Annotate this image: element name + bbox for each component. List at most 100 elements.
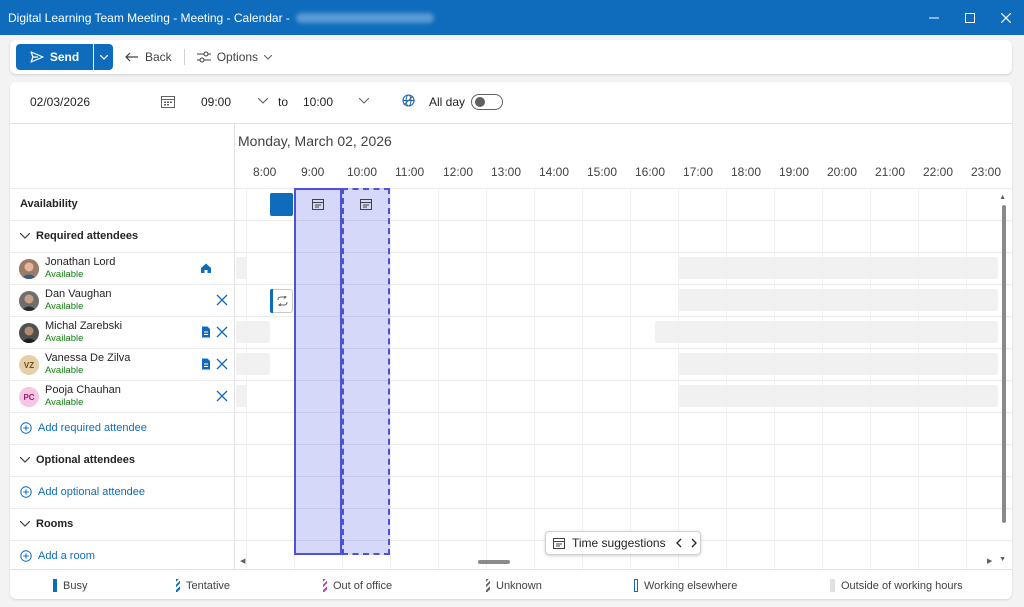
attendee-name: Michal Zarebski [45, 320, 123, 332]
avatar: VZ [19, 355, 39, 375]
time-suggestions-panel[interactable]: Time suggestions [545, 531, 701, 555]
add-required-attendee-button[interactable]: Add required attendee [20, 422, 147, 434]
required-attendees-label: Required attendees [36, 230, 139, 242]
remove-icon[interactable] [216, 390, 228, 402]
remove-icon[interactable] [216, 326, 228, 338]
suggested-meeting-slot[interactable] [342, 188, 390, 555]
recurring-icon [277, 296, 288, 306]
recurring-meeting-block[interactable] [273, 289, 293, 313]
hour-label: 19:00 [779, 165, 810, 179]
arrow-left-icon [125, 52, 138, 62]
optional-attendees-label: Optional attendees [36, 454, 136, 466]
legend-item: Working elsewhere [634, 579, 737, 592]
back-button[interactable]: Back [125, 50, 172, 64]
document-icon [202, 358, 210, 370]
legend-item: Busy [53, 579, 87, 592]
document-icon [202, 326, 210, 338]
legend-swatch [634, 579, 638, 592]
scheduling-panel: 02/03/2026 09:00 to 10:00 All day Monday… [10, 82, 1012, 599]
legend-swatch [176, 579, 180, 592]
legend-label: Working elsewhere [644, 579, 738, 592]
hour-gridline [438, 188, 439, 569]
hour-label: 20:00 [827, 165, 858, 179]
date-time-row: 02/03/2026 09:00 to 10:00 All day [10, 82, 1012, 124]
required-attendees-toggle[interactable]: Required attendees [20, 230, 138, 242]
selected-meeting-slot[interactable] [294, 188, 342, 555]
remove-icon[interactable] [216, 358, 228, 370]
hour-gridline [630, 188, 631, 569]
window-controls [916, 0, 1024, 35]
redacted-email [295, 12, 434, 23]
timeline-grid[interactable] [236, 188, 998, 569]
attendee-row[interactable]: VZ Vanessa De Zilva Available [10, 348, 1012, 380]
start-time-field[interactable]: 09:00 [201, 95, 232, 109]
attendee-status: Available [45, 301, 84, 312]
add-optional-attendee-label: Add optional attendee [38, 486, 146, 498]
avatar [19, 259, 39, 279]
chevron-down-icon [20, 457, 30, 463]
busy-block[interactable] [270, 193, 293, 216]
chevron-right-icon[interactable] [690, 538, 698, 548]
chevron-down-icon[interactable] [258, 98, 268, 104]
attendee-row[interactable]: PC Pooja Chauhan Available [10, 380, 1012, 412]
globe-timezone-icon[interactable] [402, 94, 415, 107]
add-required-row: Add required attendee [10, 412, 1012, 444]
busy-block[interactable] [270, 289, 273, 313]
outside-working-hours-block [236, 353, 270, 375]
legend-item: Unknown [486, 579, 542, 592]
vertical-scrollbar[interactable] [1002, 205, 1006, 523]
legend-swatch [53, 579, 57, 592]
window-title-text: Digital Learning Team Meeting - Meeting … [8, 10, 290, 25]
legend-swatch [323, 579, 327, 592]
rooms-toggle[interactable]: Rooms [20, 518, 73, 530]
calendar-icon[interactable] [161, 95, 175, 108]
optional-attendees-header[interactable]: Optional attendees [10, 444, 1012, 476]
required-attendees-header[interactable]: Required attendees [10, 220, 1012, 252]
add-room-button[interactable]: Add a room [20, 550, 95, 562]
hour-gridline [726, 188, 727, 569]
horizontal-scrollbar[interactable] [478, 560, 510, 564]
scroll-up-arrow[interactable]: ▲ [999, 194, 1006, 201]
outside-working-hours-block [236, 321, 270, 343]
all-day-toggle[interactable] [471, 94, 503, 110]
hour-gridline [774, 188, 775, 569]
send-button[interactable]: Send [16, 44, 93, 70]
hour-label: 18:00 [731, 165, 762, 179]
legend-item: Out of office [323, 579, 392, 592]
chevron-left-icon[interactable] [675, 538, 683, 548]
chevron-down-icon [20, 521, 30, 527]
send-dropdown-button[interactable] [94, 44, 113, 70]
add-optional-row: Add optional attendee [10, 476, 1012, 508]
legend-item: Outside of working hours [830, 579, 963, 592]
end-time-field[interactable]: 10:00 [303, 95, 334, 109]
toolbar: Send Back Options [10, 40, 1012, 74]
attendee-row[interactable]: Michal Zarebski Available [10, 316, 1012, 348]
hour-label: 10:00 [347, 165, 378, 179]
close-button[interactable] [988, 0, 1024, 35]
hour-gridline [486, 188, 487, 569]
options-button[interactable]: Options [196, 50, 273, 64]
attendee-row[interactable]: Dan Vaughan Available [10, 284, 1012, 316]
hour-gridline [822, 188, 823, 569]
scroll-down-arrow[interactable]: ▼ [999, 556, 1006, 563]
maximize-button[interactable] [952, 0, 988, 35]
minimize-button[interactable] [916, 0, 952, 35]
attendee-status: Available [45, 269, 84, 280]
attendee-row[interactable]: Jonathan Lord Available [10, 252, 1012, 284]
start-date-field[interactable]: 02/03/2026 [30, 95, 91, 109]
remove-icon[interactable] [216, 294, 228, 306]
window-title: Digital Learning Team Meeting - Meeting … [0, 11, 434, 25]
hour-gridline [534, 188, 535, 569]
scroll-left-arrow[interactable]: ◀ [240, 558, 246, 565]
optional-attendees-toggle[interactable]: Optional attendees [20, 454, 135, 466]
rooms-header[interactable]: Rooms [10, 508, 1012, 540]
person-photo-icon [19, 259, 39, 279]
avatar [19, 323, 39, 343]
legend-swatch [486, 579, 490, 592]
outside-working-hours-block [655, 321, 998, 343]
scroll-right-arrow[interactable]: ▶ [987, 558, 993, 565]
calendar-icon [553, 538, 565, 549]
chevron-down-icon[interactable] [359, 98, 369, 104]
add-optional-attendee-button[interactable]: Add optional attendee [20, 486, 145, 498]
add-required-attendee-label: Add required attendee [38, 422, 147, 434]
